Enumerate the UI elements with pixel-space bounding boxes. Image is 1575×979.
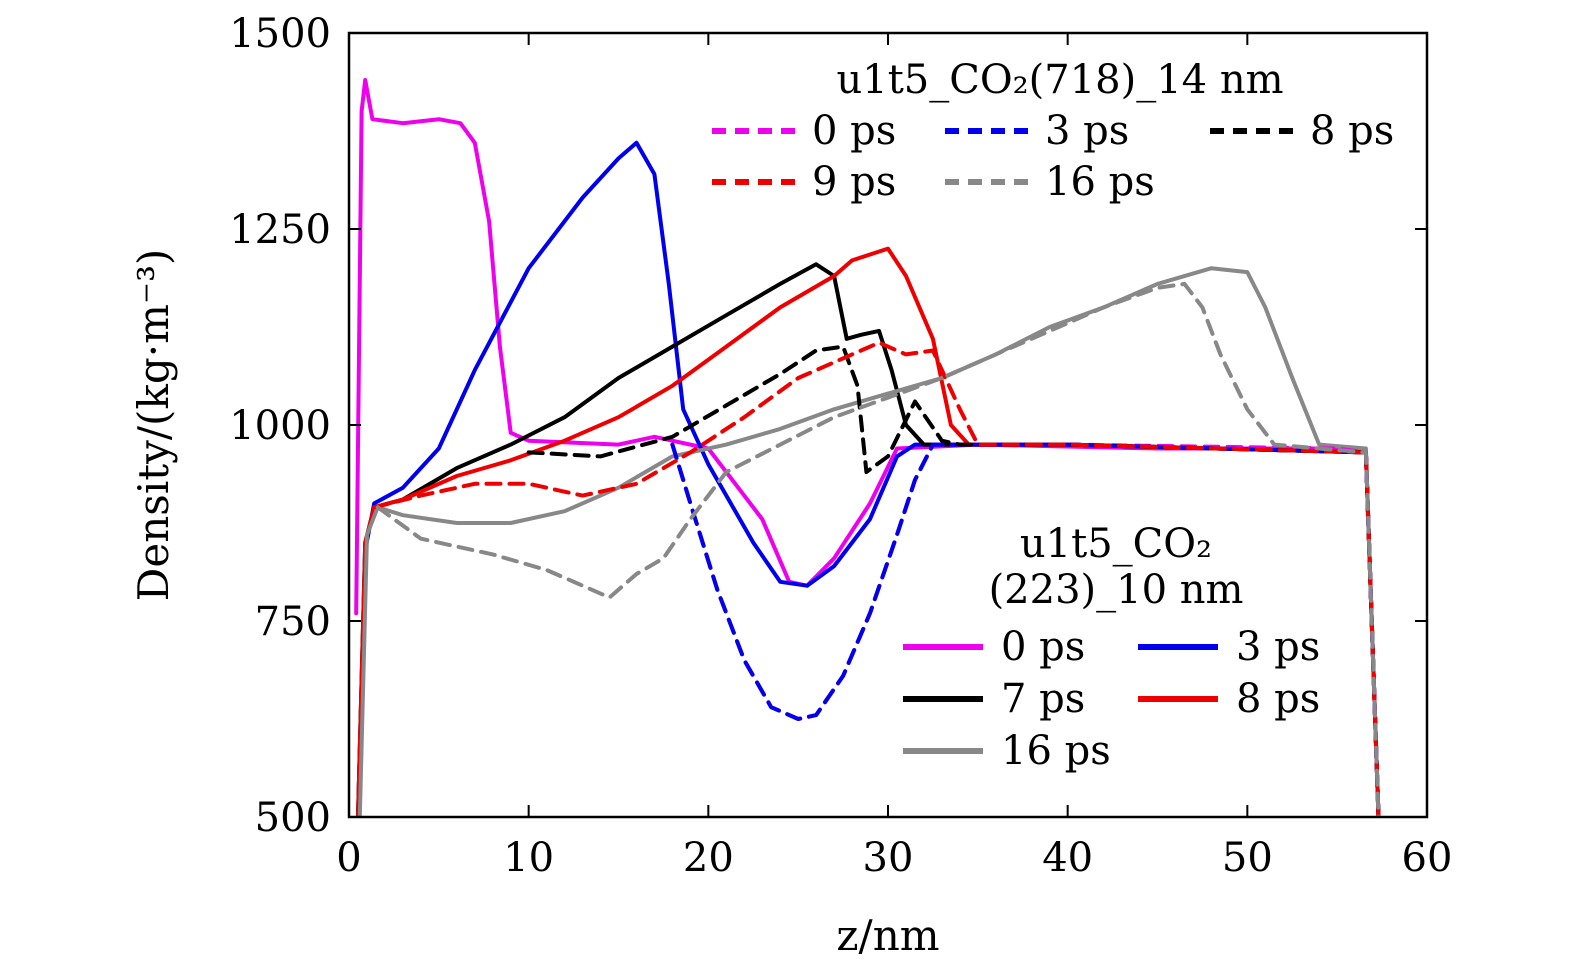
series-dashed-16-ps-9 — [375, 281, 1381, 817]
legend-223-label-16-ps: 16 ps — [1001, 728, 1111, 774]
x-tick-label-20: 20 — [683, 835, 734, 881]
x-tick-label-60: 60 — [1402, 835, 1453, 881]
series-solid-7-ps-2 — [356, 262, 1381, 817]
series-layer — [354, 78, 1381, 817]
series-solid-16-ps-4 — [357, 266, 1381, 817]
series-solid-8-ps-3 — [356, 246, 1381, 817]
legend-718-label-9-ps: 9 ps — [812, 159, 896, 205]
y-tick-label-750: 750 — [255, 599, 331, 645]
legend-223-title-line-1: u1t5_CO₂ — [1020, 521, 1212, 567]
x-axis-title: z/nm — [836, 911, 939, 960]
y-axis-title: Density/(kg·m⁻³) — [129, 249, 178, 602]
y-tick-label-1500: 1500 — [229, 11, 331, 57]
y-tick-label-1250: 1250 — [229, 207, 331, 253]
x-axis-title-text: z/nm — [836, 911, 939, 960]
legend-718-title: u1t5_CO₂(718)_14 nm — [836, 57, 1283, 103]
legend-718-entries: 0 ps 3 ps 8 ps 9 ps 16 ps — [712, 108, 1394, 205]
legend-718-label-3-ps: 3 ps — [1045, 108, 1129, 154]
y-axis-title-text: Density/(kg·m⁻³) — [129, 249, 178, 602]
legend-718-label-16-ps: 16 ps — [1045, 159, 1155, 205]
y-tick-label-500: 500 — [255, 795, 331, 841]
series-dashed-9-ps-8 — [372, 340, 1381, 817]
legend-223-label-7-ps: 7 ps — [1001, 676, 1085, 722]
legend-718-label-0-ps: 0 ps — [812, 108, 896, 154]
y-tick-label-1000: 1000 — [229, 403, 331, 449]
x-tick-label-50: 50 — [1222, 835, 1273, 881]
legend-718: u1t5_CO₂(718)_14 nm 0 ps 3 ps 8 ps 9 ps 16 p… — [712, 57, 1394, 205]
legend-223-label-3-ps: 3 ps — [1236, 624, 1320, 670]
legend-223-label-8-ps: 8 ps — [1236, 676, 1320, 722]
x-tick-label-40: 40 — [1042, 835, 1093, 881]
x-tick-label-30: 30 — [863, 835, 914, 881]
legend-223-title-line-2: (223)_10 nm — [989, 567, 1244, 613]
legend-718-label-8-ps: 8 ps — [1310, 108, 1394, 154]
legend-223: u1t5_CO₂ (223)_10 nm 0 ps 3 ps 7 ps 8 ps 16 … — [903, 521, 1320, 774]
x-tick-label-0: 0 — [336, 835, 361, 881]
series-solid-3-ps-1 — [356, 140, 1381, 817]
x-tick-label-10: 10 — [503, 835, 554, 881]
series-dashed-3-ps-6 — [670, 442, 1381, 817]
ticks-layer: 0 10 20 30 40 50 60 500 750 1000 1250 1500 — [229, 11, 1452, 881]
legend-223-label-0-ps: 0 ps — [1001, 624, 1085, 670]
legend-223-entries: 0 ps 3 ps 7 ps 8 ps 16 ps — [903, 624, 1320, 774]
